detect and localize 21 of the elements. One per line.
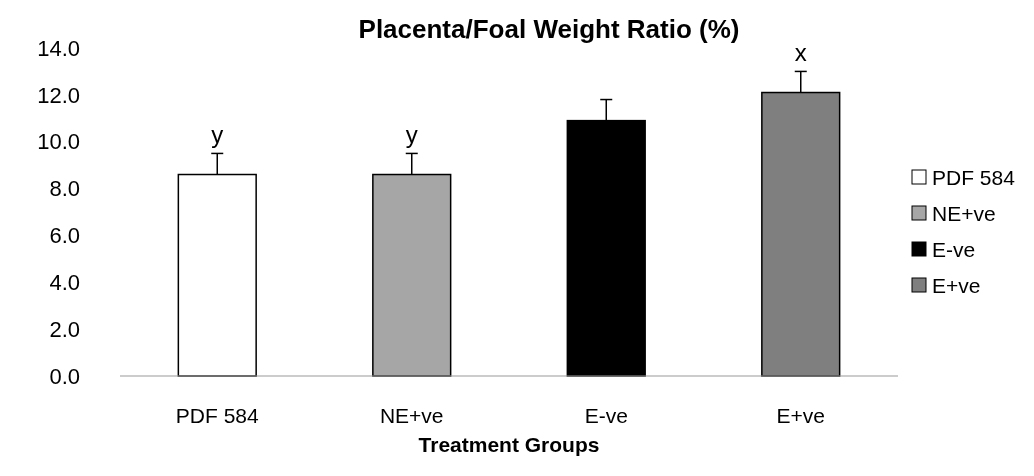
y-tick-label: 4.0 (49, 269, 80, 295)
y-tick-label: 2.0 (49, 316, 80, 342)
annotation: y (405, 121, 418, 149)
x-tick-label: E+ve (776, 404, 825, 427)
legend-label: NE+ve (932, 202, 996, 226)
y-tick-label: 6.0 (49, 223, 80, 249)
x-axis-title: Treatment Groups (418, 433, 600, 456)
y-tick-label: 8.0 (49, 176, 80, 202)
y-tick-label: 10.0 (37, 129, 80, 155)
y-tick-label: 14.0 (37, 35, 80, 61)
x-tick-label: NE+ve (379, 404, 444, 427)
x-tick-label: E-ve (584, 404, 628, 427)
x-tick-label: PDF 584 (175, 404, 260, 427)
annotation: y (211, 121, 224, 149)
legend-label: E-ve (932, 238, 976, 262)
legend-label: PDF 584 (932, 166, 1016, 190)
legend-label: E+ve (932, 274, 981, 298)
annotation: x (794, 39, 807, 67)
chart-title: Placenta/Foal Weight Ratio (%) (358, 14, 740, 44)
y-tick-label: 0.0 (49, 363, 80, 389)
y-tick-label: 12.0 (37, 82, 80, 108)
